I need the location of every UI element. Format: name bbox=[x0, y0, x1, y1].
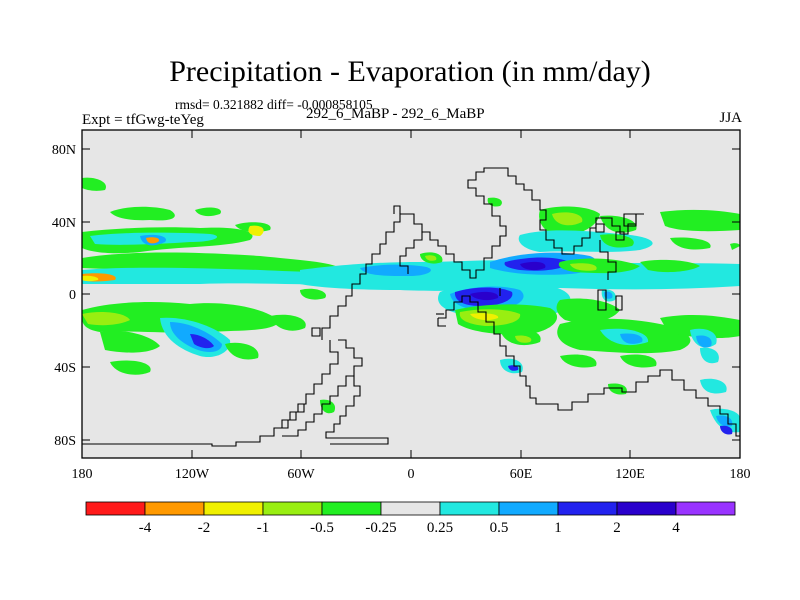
latitude-labels: 80N 40N 0 40S 80S bbox=[52, 143, 76, 449]
lat-label-40n: 40N bbox=[52, 216, 76, 231]
lat-label-40s: 40S bbox=[54, 361, 76, 376]
experiment-label: Expt = tfGwg-teYeg bbox=[82, 112, 204, 128]
colorbar-swatch bbox=[203, 501, 264, 516]
run-comparison-label: 292_6_MaBP - 292_6_MaBP bbox=[306, 106, 485, 122]
colorbar-level-label: 4 bbox=[672, 520, 680, 536]
latitude-axis bbox=[82, 148, 740, 441]
colorbar-swatch bbox=[439, 501, 500, 516]
lon-label-0: 0 bbox=[408, 467, 415, 482]
plot-title: Precipitation - Evaporation (in mm/day) bbox=[169, 55, 651, 88]
colorbar-swatch bbox=[262, 501, 323, 516]
contour-africa-indian bbox=[438, 282, 620, 346]
colorbar-swatch bbox=[675, 501, 736, 516]
colorbar-level-label: 0.25 bbox=[427, 520, 453, 536]
contour-band-south bbox=[82, 288, 336, 414]
colorbar-swatch bbox=[616, 501, 677, 516]
colorbar bbox=[85, 501, 736, 516]
season-label: JJA bbox=[719, 110, 742, 126]
colorbar-level-label: 0.5 bbox=[490, 520, 509, 536]
lon-label-120w: 120W bbox=[175, 467, 210, 482]
colorbar-swatch bbox=[557, 501, 618, 516]
contour-band-asia bbox=[487, 197, 740, 252]
colorbar-level-label: 2 bbox=[613, 520, 621, 536]
contour-band-north bbox=[82, 177, 360, 285]
colorbar-level-label: -0.25 bbox=[365, 520, 396, 536]
colorbar-level-label: -2 bbox=[198, 520, 211, 536]
colorbar-level-label: -1 bbox=[257, 520, 270, 536]
colorbar-labels: -4 -2 -1 -0.5 -0.25 0.25 0.5 1 2 4 bbox=[139, 520, 681, 536]
colorbar-swatch bbox=[85, 501, 146, 516]
lat-label-80n: 80N bbox=[52, 143, 76, 158]
map-background bbox=[82, 130, 740, 458]
lon-label-60w: 60W bbox=[287, 467, 315, 482]
longitude-axis bbox=[81, 130, 741, 458]
longitude-labels: 180 120W 60W 0 60E 120E 180 bbox=[72, 467, 751, 482]
lon-label-60e: 60E bbox=[510, 467, 533, 482]
lon-label-180w: 180 bbox=[72, 467, 93, 482]
contour-field bbox=[82, 167, 740, 447]
lat-label-0: 0 bbox=[69, 288, 76, 303]
lon-label-120e: 120E bbox=[615, 467, 645, 482]
colorbar-swatch bbox=[380, 501, 441, 516]
colorbar-level-label: -0.5 bbox=[310, 520, 334, 536]
land-outlines bbox=[82, 167, 740, 447]
contour-band-equator bbox=[300, 252, 740, 291]
lat-label-80s: 80S bbox=[54, 434, 76, 449]
colorbar-level-label: 1 bbox=[554, 520, 562, 536]
colorbar-swatch bbox=[144, 501, 205, 516]
rmsd-diff-stats: rmsd= 0.321882 diff= -0.000858105 bbox=[175, 97, 373, 112]
colorbar-swatch bbox=[321, 501, 382, 516]
lon-label-180e: 180 bbox=[730, 467, 751, 482]
colorbar-level-label: -4 bbox=[139, 520, 152, 536]
colorbar-swatch bbox=[498, 501, 559, 516]
contour-band-south-east bbox=[500, 314, 740, 435]
